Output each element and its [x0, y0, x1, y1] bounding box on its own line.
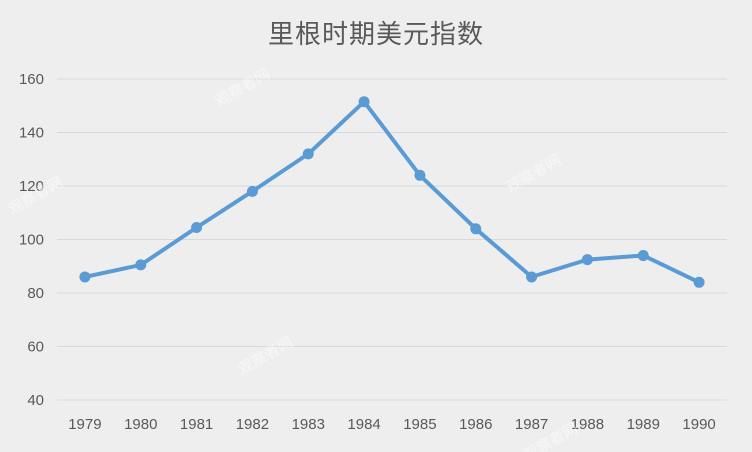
data-point [693, 276, 705, 288]
x-tick-label: 1980 [124, 416, 157, 433]
x-tick-label: 1986 [459, 416, 492, 433]
y-axis: 40 60 80 100 120 140 160 [19, 71, 44, 409]
data-point [637, 250, 649, 262]
x-tick-label: 1981 [180, 416, 213, 433]
x-tick-label: 1984 [347, 416, 380, 433]
series-layer [79, 96, 705, 288]
y-tick-label: 160 [19, 71, 44, 88]
x-tick-label: 1985 [403, 416, 436, 433]
watermark: 观察者网 [235, 333, 296, 379]
data-point [526, 271, 538, 283]
x-tick-label: 1987 [515, 416, 548, 433]
x-tick-label: 1990 [682, 416, 715, 433]
data-point [79, 271, 91, 283]
data-point [191, 221, 203, 233]
y-tick-label: 140 [19, 125, 44, 142]
y-tick-label: 40 [27, 392, 44, 409]
y-tick-label: 100 [19, 232, 44, 249]
y-tick-label: 80 [27, 285, 44, 302]
gridlines [57, 78, 727, 401]
x-tick-label: 1983 [292, 416, 325, 433]
y-tick-label: 60 [27, 339, 44, 356]
x-tick-label: 1988 [571, 416, 604, 433]
y-tick-label: 120 [19, 178, 44, 195]
watermark: 观察者网 [503, 151, 564, 197]
watermark: 观察者网 [212, 65, 273, 111]
x-axis: 1979 1980 1981 1982 1983 1984 1985 1986 1987 1988… [68, 416, 716, 433]
data-point [470, 223, 482, 235]
x-tick-label: 1982 [236, 416, 269, 433]
series-line [82, 99, 702, 285]
data-point [302, 148, 314, 160]
data-point [414, 169, 426, 181]
data-point [581, 254, 593, 266]
x-tick-label: 1989 [627, 416, 660, 433]
chart-title: 里根时期美元指数 [267, 20, 484, 50]
data-point [246, 185, 258, 197]
data-point [358, 96, 370, 108]
data-point [135, 259, 147, 271]
x-tick-label: 1979 [68, 416, 101, 433]
